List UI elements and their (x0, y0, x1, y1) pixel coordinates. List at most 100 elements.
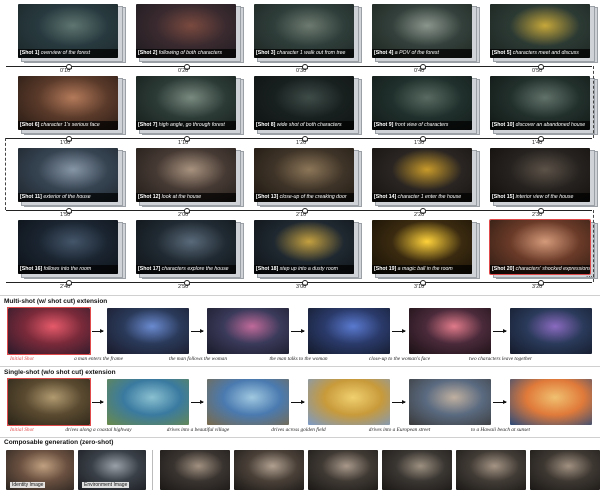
sequence-arrow (191, 329, 204, 333)
extension-caption: the man talks to the woman (269, 356, 328, 362)
extension-caption: the man follows the woman (169, 356, 227, 362)
composable-divider (152, 450, 153, 490)
generated-frame (530, 450, 600, 490)
shot-frame: [Shot 2] following of both characters (136, 4, 236, 58)
shot-caption: [Shot 12] look at the house (136, 193, 236, 202)
timeline-label: 0'10" (60, 68, 73, 74)
generated-frame (382, 450, 452, 490)
timeline-marker (419, 279, 426, 286)
timeline-marker (419, 207, 426, 214)
shot-number: [Shot 14] (374, 194, 397, 200)
shot-description: characters meet and discuss (512, 50, 579, 56)
timeline-label: 0'50" (532, 68, 545, 74)
shot-caption: [Shot 2] following of both characters (136, 49, 236, 58)
shot-number: [Shot 7] (138, 122, 158, 128)
timeline-axis (6, 138, 592, 139)
initial-shot-label: Initial Shot (10, 356, 34, 362)
section-separator (0, 437, 600, 438)
shot-description: look at the house (161, 194, 202, 200)
shot-caption: [Shot 14] character 1 enter the house (372, 193, 472, 202)
timeline-label: 2'20" (414, 212, 427, 218)
generated-frame (308, 450, 378, 490)
timeline-marker (183, 207, 190, 214)
timeline-marker (537, 207, 544, 214)
timeline-marker (65, 279, 72, 286)
ellipsis-indicator: ... (586, 270, 593, 279)
timeline-marker (183, 279, 190, 286)
extension-frame (510, 379, 592, 425)
extension-frame (308, 308, 390, 354)
shot-frame: [Shot 16] follows into the room (18, 220, 118, 274)
shot-frame: [Shot 13] close-up of the creaking door (254, 148, 354, 202)
timeline-axis (6, 210, 592, 211)
shot-caption: [Shot 6] character 1's serious face (18, 121, 118, 130)
section-title-multi-shot: Multi-shot (w/ shot cut) extension (4, 298, 108, 305)
extension-frame (107, 379, 189, 425)
extension-caption: a man enters the frame (74, 356, 123, 362)
generated-frame (234, 450, 304, 490)
shot-description: high angle, go through forest (158, 122, 225, 128)
generated-frame (160, 450, 230, 490)
shot-description: character 1's serious face (40, 122, 100, 128)
shot-frame: [Shot 15] interior view of the house (490, 148, 590, 202)
timeline-marker (301, 279, 308, 286)
shot-number: [Shot 6] (20, 122, 40, 128)
shot-description: wide shot of both characters (276, 122, 342, 128)
sequence-arrow (92, 400, 104, 404)
section-separator (0, 295, 600, 296)
timeline-label: 1'20" (296, 140, 309, 146)
shot-caption: [Shot 5] characters meet and discuss (490, 49, 590, 58)
section-separator (0, 366, 600, 367)
shot-frame: [Shot 4] a POV of the forest (372, 4, 472, 58)
extension-caption: drives into a beautiful village (166, 427, 230, 433)
timeline-marker (419, 135, 426, 142)
shot-number: [Shot 8] (256, 122, 276, 128)
timeline-label: 1'50" (60, 212, 73, 218)
shot-caption: [Shot 20] characters' shocked expression… (490, 265, 590, 274)
timeline-marker (537, 63, 544, 70)
extension-caption: drives along a coastal highway (65, 427, 132, 433)
shot-number: [Shot 9] (374, 122, 394, 128)
sequence-arrow (291, 329, 305, 333)
shot-description: following of both characters (158, 50, 222, 56)
extension-frame (308, 379, 390, 425)
section-title-single-shot: Single-shot (w/o shot cut) extension (4, 369, 116, 376)
initial-shot-frame (8, 308, 90, 354)
timeline-marker (65, 63, 72, 70)
shot-description: discover an abandoned house (515, 122, 586, 128)
shot-number: [Shot 12] (138, 194, 161, 200)
section-title-composable: Composable generation (zero-shot) (4, 439, 114, 446)
shot-description: characters' shocked expressions (515, 266, 590, 272)
shot-description: interior view of the house (515, 194, 574, 200)
shot-frame: [Shot 6] character 1's serious face (18, 76, 118, 130)
shot-frame: [Shot 14] character 1 enter the house (372, 148, 472, 202)
extension-frame (207, 379, 289, 425)
shot-frame: [Shot 20] characters' shocked expression… (490, 220, 590, 274)
identity-image-label: Identity Image (10, 482, 46, 488)
shot-frame: [Shot 12] look at the house (136, 148, 236, 202)
shot-number: [Shot 17] (138, 266, 161, 272)
timeline-label: 1'00" (60, 140, 73, 146)
shot-description: close-up of the creaking door (279, 194, 347, 200)
sequence-arrow (291, 400, 305, 404)
extension-frame (409, 379, 491, 425)
timeline-marker (65, 135, 72, 142)
generated-frame (456, 450, 526, 490)
shot-number: [Shot 5] (492, 50, 512, 56)
timeline-label: 3'00" (296, 284, 309, 290)
timeline-label: 0'20" (178, 68, 191, 74)
timeline-label: 2'00" (178, 212, 191, 218)
timeline-marker (301, 207, 308, 214)
shot-number: [Shot 11] (20, 194, 42, 200)
shot-description: character 1 walk out from tree (276, 50, 346, 56)
shot-number: [Shot 3] (256, 50, 276, 56)
shot-caption: [Shot 18] step up into a dusty room (254, 265, 354, 274)
shot-caption: [Shot 16] follows into the room (18, 265, 118, 274)
timeline-label: 0'30" (296, 68, 309, 74)
timeline-connector (5, 138, 6, 210)
extension-frame (510, 308, 592, 354)
shot-frame: [Shot 8] wide shot of both characters (254, 76, 354, 130)
shot-description: character 1 enter the house (397, 194, 462, 200)
timeline-marker (301, 135, 308, 142)
shot-number: [Shot 19] (374, 266, 397, 272)
